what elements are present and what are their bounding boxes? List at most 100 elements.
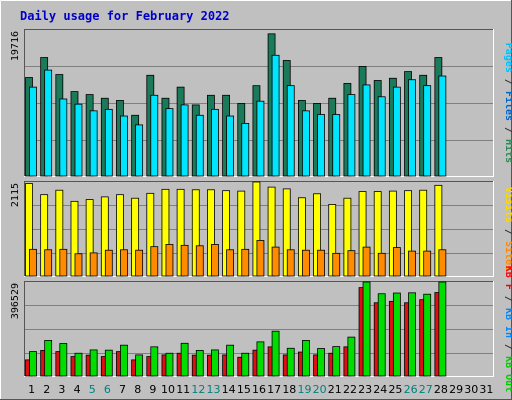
day-label: 11	[176, 383, 190, 396]
pages-bar	[59, 98, 68, 177]
panel-3: 396529 KB F / KB In / KB Out	[10, 266, 512, 392]
visits-bar	[358, 191, 367, 277]
pages-bar	[120, 115, 128, 177]
visits-bar	[55, 189, 64, 277]
panel-legend: Pages / Files / Hits	[503, 43, 512, 163]
pages-bar	[362, 84, 371, 177]
panel-legend: Visits / Sites	[503, 187, 512, 271]
day-label: 25	[388, 383, 402, 396]
day-label: 30	[464, 383, 478, 396]
kbout-bar	[332, 346, 341, 377]
kbout-bar	[286, 347, 295, 377]
visits-bar	[116, 194, 124, 277]
pages-bar	[377, 96, 386, 177]
day-label: 29	[449, 383, 463, 396]
kbout-bar	[302, 340, 310, 377]
day-label: 21	[328, 383, 342, 396]
visits-bar	[85, 199, 94, 277]
visits-bar	[343, 197, 352, 277]
kbout-bar	[211, 349, 219, 377]
legend-entry: /	[503, 223, 512, 241]
day-label: 2	[43, 383, 50, 396]
kbout-bar	[256, 341, 265, 377]
day-label: 1	[28, 383, 35, 396]
sites-bar	[195, 245, 204, 277]
kbout-bar	[408, 292, 416, 377]
visits-bar	[100, 196, 109, 277]
kbout-bar	[150, 346, 159, 377]
pages-bar	[29, 86, 37, 177]
pages-bar	[150, 94, 159, 177]
pages-bar	[241, 123, 250, 177]
pages-bar	[271, 54, 280, 177]
kbout-bar	[377, 293, 386, 377]
day-label: 23	[358, 383, 372, 396]
day-label: 7	[119, 383, 126, 396]
visits-bar	[70, 200, 79, 277]
sites-bar	[438, 249, 447, 277]
kbout-bar	[120, 344, 128, 377]
visits-bar	[25, 183, 33, 277]
day-label: 28	[434, 383, 448, 396]
legend-entry: KB Out	[503, 356, 512, 392]
visits-bar	[313, 193, 321, 277]
visits-bar	[298, 197, 306, 277]
day-label: 10	[161, 383, 175, 396]
sites-bar	[180, 244, 189, 277]
pages-bar	[44, 69, 53, 177]
kbout-bar	[165, 352, 174, 377]
kbout-bar	[29, 351, 37, 377]
pages-bar	[104, 108, 113, 177]
legend-entry: Files	[503, 91, 512, 121]
sites-bar	[241, 248, 250, 277]
visits-bar	[191, 189, 200, 277]
sites-bar	[44, 249, 53, 277]
kbout-bar	[438, 281, 447, 377]
kbout-bar	[89, 349, 98, 377]
day-label: 18	[282, 383, 296, 396]
kbout-bar	[195, 349, 204, 377]
sites-bar	[29, 248, 37, 277]
sites-bar	[332, 252, 341, 277]
y-max-label: 396529	[10, 283, 21, 319]
sites-bar	[120, 249, 128, 277]
sites-bar	[59, 248, 68, 277]
legend-entry: Hits	[503, 139, 512, 163]
day-label: 24	[373, 383, 387, 396]
pages-bar	[302, 110, 310, 177]
day-label: 8	[134, 383, 141, 396]
kbout-bar	[241, 352, 250, 377]
visits-bar	[40, 194, 49, 277]
pages-bar	[423, 85, 432, 177]
visits-bar	[282, 188, 291, 277]
kbout-bar	[226, 344, 234, 377]
sites-bar	[135, 249, 144, 277]
day-label: 20	[313, 383, 327, 396]
kbout-bar	[135, 354, 144, 377]
day-label: 9	[149, 383, 156, 396]
sites-bar	[150, 246, 159, 277]
pages-bar	[89, 110, 98, 177]
pages-bar	[165, 108, 174, 177]
sites-bar	[317, 249, 325, 277]
visits-bar	[373, 191, 382, 277]
visits-bar	[388, 190, 397, 277]
sites-bar	[89, 252, 98, 277]
visits-bar	[419, 189, 428, 277]
legend-entry: Visits	[503, 187, 512, 223]
legend-entry: /	[503, 73, 512, 91]
visits-bar	[237, 190, 246, 277]
legend-entry: /	[503, 338, 512, 356]
kbout-bar	[271, 330, 280, 377]
visits-bar	[434, 184, 443, 277]
day-label: 3	[58, 383, 65, 396]
visits-bar	[207, 189, 215, 277]
kbout-bar	[362, 281, 371, 377]
sites-bar	[211, 244, 219, 277]
legend-entry: KB In	[503, 308, 512, 338]
kbout-bar	[59, 343, 68, 377]
visits-bar	[404, 190, 412, 277]
pages-bar	[226, 115, 234, 177]
day-label: 13	[207, 383, 221, 396]
